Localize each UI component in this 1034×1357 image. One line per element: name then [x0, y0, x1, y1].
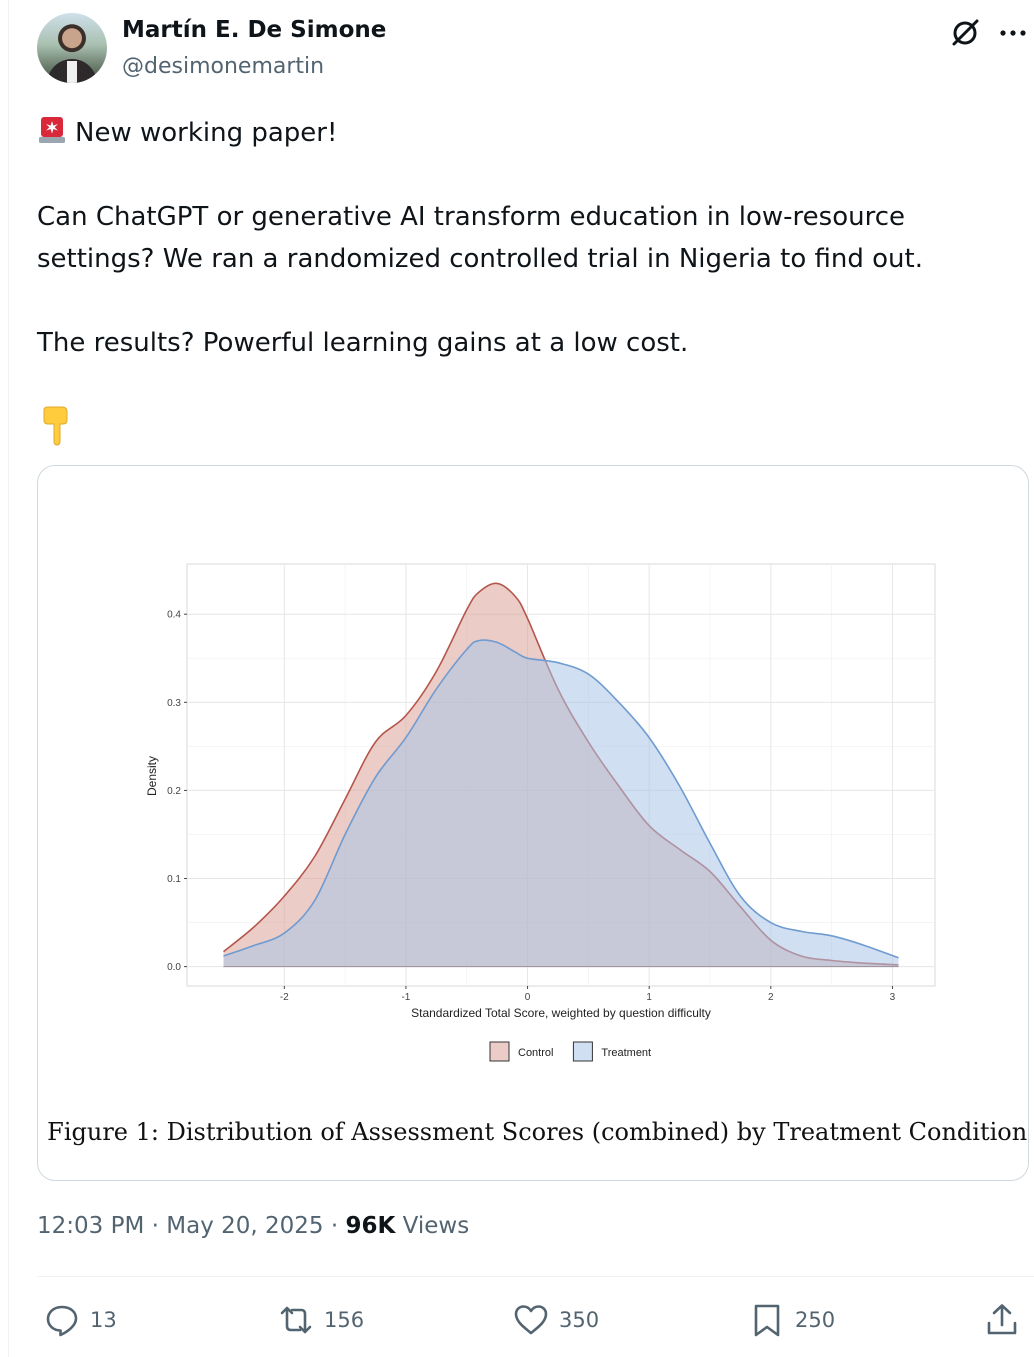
- tweet-text: New working paper! Can ChatGPT or genera…: [37, 112, 997, 364]
- density-point-treatment: [557, 662, 559, 664]
- x-tick-label: -2: [280, 992, 289, 1003]
- author-name[interactable]: Martín E. De Simone: [122, 17, 387, 43]
- density-point-control: [223, 951, 225, 953]
- density-point-treatment: [618, 702, 620, 704]
- x-axis-label: Standardized Total Score, weighted by qu…: [411, 1006, 711, 1020]
- density-point-treatment: [314, 900, 316, 902]
- density-point-treatment: [496, 642, 498, 644]
- density-point-treatment: [436, 688, 438, 690]
- x-tick-label: 1: [646, 992, 652, 1003]
- bookmark-count: 250: [795, 1308, 836, 1332]
- meta-separator: ·: [330, 1213, 339, 1239]
- y-tick-label: 0.4: [167, 610, 181, 621]
- y-tick-label: 0.1: [167, 874, 181, 885]
- legend-swatch-treatment: [572, 1041, 593, 1062]
- tweet-spacer: [37, 154, 997, 196]
- views-label: Views: [402, 1213, 470, 1239]
- tweet-spacer: [37, 280, 997, 322]
- density-line-treatment: [223, 639, 899, 959]
- density-point-treatment: [800, 931, 802, 933]
- repost-button[interactable]: 156: [278, 1298, 364, 1342]
- like-count: 350: [559, 1308, 600, 1332]
- avatar-shirt: [67, 61, 77, 83]
- density-chart: -2 -1 0 1 2 3 0.0 0.1 0.2 0.3 0.4 Standardized Tota…: [145, 563, 936, 1062]
- density-area-treatment: [223, 640, 899, 967]
- density-point-control: [466, 609, 468, 611]
- tweet-line-1-text: New working paper!: [75, 118, 338, 148]
- more-options-icon[interactable]: [998, 20, 1028, 46]
- density-point-control: [314, 856, 316, 858]
- density-point-control: [478, 591, 480, 593]
- density-point-treatment: [770, 922, 772, 924]
- density-point-treatment: [515, 651, 517, 653]
- tweet-line-3: Can ChatGPT or generative AI transform e…: [37, 202, 906, 232]
- legend-swatch-control: [489, 1041, 510, 1062]
- x-tick-label: 3: [890, 992, 896, 1003]
- heart-icon: [514, 1305, 548, 1335]
- x-tick-label: 2: [768, 992, 774, 1003]
- density-point-treatment: [588, 673, 590, 675]
- density-point-treatment: [861, 944, 863, 946]
- tweet-line-4: settings? We ran a randomized controlled…: [37, 244, 923, 274]
- density-point-treatment: [478, 640, 480, 642]
- density-point-treatment: [284, 932, 286, 934]
- y-tick-label: 0.3: [167, 698, 181, 709]
- y-tick-label: 0.0: [167, 962, 181, 973]
- density-point-treatment: [253, 945, 255, 947]
- y-axis-label: Density: [145, 756, 159, 796]
- repost-count: 156: [324, 1308, 365, 1332]
- views-count: 96K: [345, 1213, 396, 1239]
- density-point-control: [436, 671, 438, 673]
- timeline-border: [8, 0, 9, 1357]
- share-icon: [987, 1304, 1017, 1335]
- figure-caption: Figure 1: Distribution of Assessment Sco…: [47, 1118, 1029, 1146]
- x-tick-label: 0: [525, 992, 531, 1003]
- reply-button[interactable]: 13: [44, 1298, 117, 1342]
- density-point-control: [253, 926, 255, 928]
- reply-icon: [46, 1305, 78, 1337]
- density-point-treatment: [648, 737, 650, 739]
- density-point-control: [496, 583, 498, 585]
- post-time[interactable]: 12:03 PM: [37, 1213, 145, 1239]
- repost-icon: [280, 1306, 312, 1334]
- meta-separator: ·: [151, 1213, 159, 1239]
- grok-icon[interactable]: [950, 18, 980, 48]
- media-card[interactable]: -2 -1 0 1 2 3 0.0 0.1 0.2 0.3 0.4 Standardized Tota…: [37, 465, 1029, 1181]
- y-tick-label: 0.2: [167, 786, 181, 797]
- reply-count: 13: [90, 1308, 117, 1332]
- divider: [37, 1276, 1034, 1277]
- density-point-treatment: [375, 776, 377, 778]
- density-point-control: [527, 618, 529, 620]
- share-button[interactable]: [984, 1298, 1020, 1342]
- density-point-control: [344, 798, 346, 800]
- density-point-control: [375, 741, 377, 743]
- density-point-control: [405, 715, 407, 717]
- x-tick-label: -1: [401, 992, 410, 1003]
- density-point-control: [515, 596, 517, 598]
- density-point-treatment: [898, 957, 900, 959]
- density-point-treatment: [740, 895, 742, 897]
- author-handle[interactable]: @desimonemartin: [122, 54, 325, 79]
- post-meta: 12:03 PM · May 20, 2025 · 96K Views: [37, 1213, 469, 1239]
- density-point-treatment: [466, 649, 468, 651]
- siren-emoji-icon: [39, 117, 65, 143]
- bookmark-icon: [754, 1304, 780, 1337]
- density-point-treatment: [527, 658, 529, 660]
- like-button[interactable]: 350: [513, 1298, 599, 1342]
- density-point-treatment: [405, 737, 407, 739]
- density-point-treatment: [679, 785, 681, 787]
- avatar[interactable]: [37, 13, 107, 83]
- density-point-treatment: [223, 955, 225, 957]
- tweet-line-1: New working paper!: [37, 112, 997, 154]
- density-point-treatment: [831, 935, 833, 937]
- density-point-treatment: [344, 834, 346, 836]
- tweet-line-6: The results? Powerful learning gains at …: [37, 328, 689, 358]
- density-point-control: [284, 895, 286, 897]
- bookmark-button[interactable]: 250: [749, 1298, 835, 1342]
- legend-label-treatment: Treatment: [601, 1047, 651, 1059]
- density-point-treatment: [709, 843, 711, 845]
- legend-label-control: Control: [518, 1047, 553, 1059]
- post-date[interactable]: May 20, 2025: [166, 1213, 324, 1239]
- pointing-down-emoji-icon: [43, 406, 68, 446]
